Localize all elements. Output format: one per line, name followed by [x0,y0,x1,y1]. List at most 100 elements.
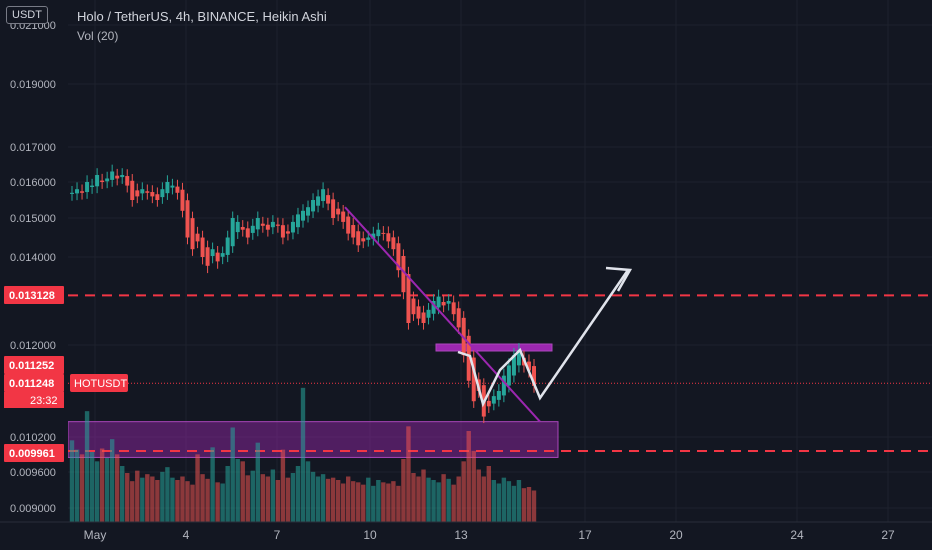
candle-body [386,233,391,242]
candle-body [511,355,516,376]
volume-bar [145,474,150,522]
volume-bar [461,461,466,522]
symbol-title[interactable]: Holo / TetherUS, 4h, BINANCE, Heikin Ash… [77,9,327,24]
price-tick-label: 0.014000 [10,252,56,264]
volume-bar [160,471,165,522]
volume-indicator-label[interactable]: Vol (20) [77,29,119,43]
candle-body [200,237,205,257]
volume-bar [446,478,451,522]
volume-bar [275,480,281,522]
candle-body [100,180,105,182]
candle-body [516,350,521,366]
candle-body [220,253,225,257]
volume-bar [79,454,85,522]
volume-bar [471,450,476,522]
countdown-label: 23:32 [30,395,58,407]
volume-bar [466,431,471,522]
volume-bar [84,411,90,522]
projection-path [457,269,630,408]
volume-bar [235,459,240,522]
candle-body [255,218,260,230]
price-axis-bg [0,0,68,522]
volume-bar [391,481,396,522]
candle-body [125,176,130,186]
candle-body [240,227,245,230]
candle-body [195,233,200,242]
volume-bar [285,477,291,522]
volume-bar [170,477,175,522]
candle-body [381,232,386,234]
candle-body [260,223,265,226]
volume-bar [305,461,311,522]
volume-bar [386,483,391,522]
volume-bar [451,484,456,522]
candle-body [341,211,346,222]
candle-body [351,225,356,238]
chart-grid [68,0,932,522]
candle-body [306,207,311,216]
candle-body [321,189,326,202]
volume-bar [185,481,190,522]
candle-body [301,210,305,221]
candle-body [431,301,436,314]
volume-bar [300,387,306,522]
volume-bar [240,461,245,522]
candle-body [245,228,250,238]
volume-bar [411,473,416,522]
volume-bar [356,482,361,522]
symbol-tag-label: HOTUSDT [74,378,127,390]
volume-bar [511,485,517,522]
volume-bar [205,478,210,522]
candle-body [411,298,416,315]
price-badge [4,374,64,392]
volume-bar [210,447,215,522]
volume-bar [345,476,351,522]
price-tick-label: 0.009000 [10,503,56,515]
candle-body [215,252,220,262]
candle-body [451,302,456,315]
candle-body [501,375,506,396]
candle-body [376,229,381,237]
time-tick-label: 17 [578,528,592,542]
volume-bar [310,471,316,522]
volume-bars [69,387,537,522]
candle-body [396,243,401,271]
volume-bar [195,454,200,522]
volume-bar [290,473,296,522]
price-tick-label: 0.012000 [10,340,56,352]
candle-body [130,180,135,200]
volume-bar [486,466,492,522]
volume-bar [260,474,266,522]
candle-body [160,189,165,198]
time-tick-label: 20 [669,528,683,542]
candle-body [421,312,426,323]
candle-body [406,274,411,323]
candle-body [185,200,190,238]
volume-bar [496,483,502,522]
volume-bar [245,475,250,522]
candle-body [326,195,331,204]
candle-body [150,192,155,197]
candle-body [366,237,371,240]
candle-body [265,224,270,230]
candle-body [436,296,441,308]
volume-bar [431,480,436,522]
candle-body [401,255,406,293]
candle-body [391,237,396,250]
currency-button[interactable]: USDT [6,6,48,24]
candle-body [356,231,361,246]
volume-bar [114,454,120,522]
volume-bar [426,477,431,522]
volume-bar [150,476,155,522]
analysis-drawings [344,206,633,423]
time-tick-label: 7 [274,528,281,542]
price-tick-label: 0.019000 [10,79,56,91]
volume-bar [89,452,95,522]
time-tick-label: May [84,528,107,542]
candle-body [230,218,235,247]
time-axis: May 4 7 10 13 17 20 24 27 [0,521,932,542]
candle-body [532,366,536,386]
candle-body [210,249,215,257]
candle-body [90,185,95,188]
